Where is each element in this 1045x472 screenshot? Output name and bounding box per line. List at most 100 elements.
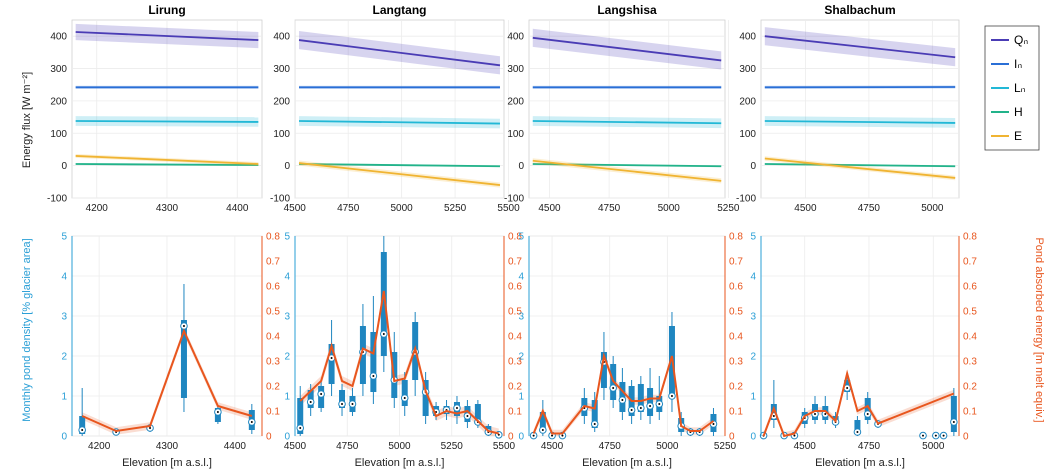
- ytick-label: 100: [273, 129, 290, 140]
- ytick-label: -100: [270, 194, 290, 205]
- box-median-dot: [612, 387, 615, 389]
- ytick-label-right: 0.7: [508, 257, 522, 268]
- box-median-dot: [320, 393, 323, 395]
- xtick-label: 4500: [284, 203, 307, 214]
- ytick-label-right: 0.8: [508, 232, 522, 243]
- flux-panel-3: -100 0 100 200 300 400 4500 4750 5000 Shalbachum: [736, 3, 960, 214]
- xtick-label: 5000: [922, 441, 945, 452]
- ytick-label: 0: [750, 161, 756, 172]
- series-line: [764, 163, 956, 168]
- ytick-label: -100: [47, 194, 67, 205]
- energy-line: [81, 328, 253, 433]
- box-median-dot: [593, 423, 596, 425]
- ytick-label-right: 0.2: [508, 382, 522, 393]
- series-line: [532, 36, 722, 62]
- box-median-dot: [299, 427, 302, 429]
- xtick-label: 4750: [336, 441, 359, 452]
- pond-panel-3: 0 1 2 3 4 5 0 0.1 0.2 0.3 0.4 0.5 0.6 0.7 0.8 4500 4750 5…: [750, 232, 977, 470]
- ytick-label: 200: [273, 96, 290, 107]
- x-axis-label: Elevation [m a.s.l.]: [815, 457, 905, 469]
- box-median-dot: [824, 413, 827, 415]
- series-line: [75, 155, 259, 165]
- ytick-label-right: 0.8: [963, 232, 977, 243]
- x-axis-label: Elevation [m a.s.l.]: [122, 457, 212, 469]
- ytick-label-right: 0.1: [508, 407, 522, 418]
- x-axis-label: Elevation [m a.s.l.]: [355, 457, 445, 469]
- ytick-label-left: 0: [750, 432, 756, 443]
- xtick-label: 4500: [794, 203, 817, 214]
- ytick-label-right: 0.2: [729, 382, 743, 393]
- ytick-label-right: 0: [729, 432, 735, 443]
- ytick-label-right: 0.5: [266, 307, 280, 318]
- box-median-dot: [541, 429, 544, 431]
- pond-panel-2: 0 1 2 3 4 5 0 0.1 0.2 0.3 0.4 0.5 0.6 0.7 0.8 4500 4750 5…: [518, 232, 743, 470]
- plot-area: [760, 235, 960, 437]
- xtick-label: 4750: [337, 203, 360, 214]
- box-median-dot: [330, 357, 333, 359]
- ytick-label: -100: [504, 194, 524, 205]
- xtick-label: 4400: [224, 441, 247, 452]
- ytick-label-right: 0.3: [729, 357, 743, 368]
- series-line: [299, 163, 500, 168]
- series-line: [764, 157, 956, 179]
- ytick-label-left: 0: [284, 432, 290, 443]
- ytick-label: 400: [50, 32, 67, 43]
- box-median-dot: [712, 423, 715, 425]
- ytick-label-right: 0: [508, 432, 514, 443]
- ytick-label-right: 0.4: [266, 332, 280, 343]
- flux-panel-1: -100 0 100 200 300 400 4500 4750 5000 5250 5500 Lan…: [270, 3, 520, 214]
- flux-panel-2: -100 0 100 200 300 400 4500 4750 5000 5250 Langshi…: [504, 3, 740, 214]
- xtick-label: 4200: [88, 441, 111, 452]
- panel-title: Shalbachum: [824, 3, 895, 17]
- ytick-label-right: 0.1: [963, 407, 977, 418]
- ytick-label: 100: [507, 129, 524, 140]
- panel-title: Langtang: [373, 3, 427, 17]
- ytick-label-right: 0.3: [508, 357, 522, 368]
- box-median-dot: [814, 413, 816, 415]
- ytick-label-right: 0.6: [508, 282, 522, 293]
- top-ylabel: Energy flux [W m⁻²]: [21, 72, 33, 168]
- xtick-label: 4750: [858, 441, 881, 452]
- box-body: [637, 384, 644, 412]
- ytick-label: 0: [61, 161, 67, 172]
- series-line: [298, 39, 501, 67]
- series-line: [532, 120, 722, 125]
- xtick-label: 4200: [86, 203, 109, 214]
- ytick-label-left: 4: [284, 272, 290, 283]
- ytick-label-right: 0.7: [963, 257, 977, 268]
- box-median-dot: [639, 407, 642, 409]
- box-body: [770, 404, 777, 420]
- ytick-label-right: 0.5: [729, 307, 743, 318]
- ytick-label-right: 0.4: [508, 332, 522, 343]
- box-body: [370, 332, 377, 392]
- ytick-label-right: 0.8: [729, 232, 743, 243]
- box-median-dot: [621, 399, 624, 401]
- ytick-label-right: 0.1: [729, 407, 743, 418]
- box-body: [864, 398, 871, 420]
- xtick-label: 5000: [391, 203, 414, 214]
- ytick-label-right: 0.6: [963, 282, 977, 293]
- series-line: [764, 35, 956, 59]
- ytick-label: 300: [50, 64, 67, 75]
- panel-title: Lirung: [148, 3, 185, 17]
- xtick-label: 5500: [493, 441, 516, 452]
- box-body: [950, 396, 957, 432]
- x-axis-label: Elevation [m a.s.l.]: [582, 457, 672, 469]
- xtick-label: 5000: [388, 441, 411, 452]
- series-line: [75, 120, 259, 123]
- ytick-label-right: 0.5: [508, 307, 522, 318]
- ytick-label: 300: [273, 64, 290, 75]
- box-median-dot: [532, 434, 535, 437]
- ytick-label-left: 0: [518, 432, 524, 443]
- box-median-dot: [922, 434, 924, 437]
- ytick-label: 100: [739, 129, 756, 140]
- legend-label-e: E: [1014, 129, 1022, 143]
- ytick-label-right: 0.4: [963, 332, 977, 343]
- box-body: [422, 380, 429, 416]
- box-median-dot: [551, 434, 554, 437]
- box-median-dot: [658, 403, 661, 405]
- ytick-label-right: 0.4: [729, 332, 743, 343]
- series-line: [75, 31, 259, 41]
